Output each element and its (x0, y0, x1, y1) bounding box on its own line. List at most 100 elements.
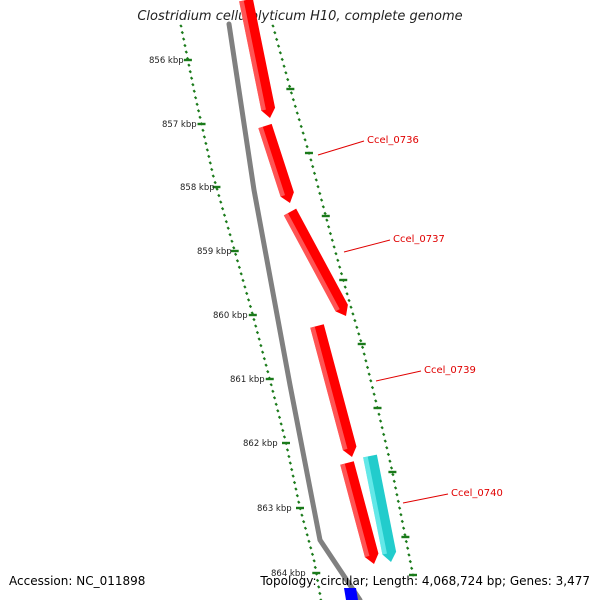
outer-tick (389, 466, 394, 470)
outer-tick (395, 492, 399, 497)
outer-tick (405, 546, 410, 550)
outer-tick (323, 211, 327, 216)
outer-tick (392, 479, 396, 483)
inner-tick (282, 435, 287, 439)
outer-tick (369, 379, 373, 383)
inner-tick (243, 285, 247, 289)
map-title: Clostridium cellulolyticum H10, complete… (137, 9, 463, 24)
inner-tick (237, 265, 241, 270)
inner-tick (179, 24, 183, 28)
inner-tick (295, 493, 299, 498)
inner-tick (319, 598, 323, 600)
outer-tick (351, 312, 355, 316)
tick-label: 864 kbp (271, 569, 306, 579)
gene-Ccel_0737-highlight (283, 213, 340, 312)
inner-tick (224, 219, 228, 224)
inner-tick (262, 356, 267, 361)
outer-tick (345, 292, 349, 296)
tick-label: 857 kbp (162, 120, 197, 130)
inner-tick (233, 252, 238, 256)
leader-line (375, 370, 422, 382)
inner-tick (318, 591, 322, 596)
inner-tick (285, 448, 290, 452)
backbone-line (226, 21, 363, 600)
tick-label: 862 kbp (243, 439, 278, 449)
outer-tick (336, 258, 340, 263)
inner-tick (254, 324, 258, 328)
inner-tick (208, 161, 212, 165)
outer-tick (404, 539, 408, 544)
gene-label-Ccel_0737: Ccel_0737 (393, 234, 445, 245)
outer-tick (278, 51, 283, 55)
gene-Ccel_0740 (340, 461, 379, 564)
inner-tick (187, 63, 191, 67)
inner-tick (276, 409, 280, 413)
outer-tick (365, 365, 370, 370)
inner-tick (204, 141, 208, 146)
inner-tick (215, 187, 219, 191)
gene-Ccel_0739 (310, 324, 357, 457)
outer-tick (401, 526, 406, 530)
gene-unnamed (239, 0, 276, 118)
outer-tick (370, 385, 375, 390)
tick-label: 861 kbp (230, 375, 265, 385)
tick-label: 863 kbp (257, 504, 292, 514)
outer-tick (311, 164, 315, 169)
outer-tick (291, 97, 296, 102)
outer-tick (293, 104, 297, 109)
inner-tick (217, 193, 221, 198)
inner-tick (222, 213, 227, 217)
inner-tick (274, 402, 278, 407)
outer-tick (374, 399, 378, 403)
gene-Ccel_0740-highlight (340, 463, 370, 558)
genome-stats-label: Topology: circular; Length: 4,068,724 bp… (260, 574, 590, 588)
outer-tick (408, 559, 412, 564)
inner-tick (260, 350, 265, 354)
gene-unnamed-highlight (239, 0, 266, 111)
gene-features[interactable] (239, 0, 397, 600)
inner-tick (205, 148, 210, 152)
inner-tick (219, 200, 223, 204)
outer-tick (273, 31, 277, 35)
outer-tick-marks (271, 24, 417, 577)
outer-tick (314, 178, 318, 182)
outer-tick (407, 553, 411, 557)
inner-tick (230, 239, 234, 243)
gene-Ccel_0736-highlight (258, 126, 286, 197)
inner-tick (312, 559, 316, 563)
genome-backbone (226, 21, 363, 600)
outer-tick (380, 426, 384, 430)
inner-tick (291, 474, 295, 478)
outer-tick (303, 138, 307, 142)
inner-tick (288, 461, 292, 465)
outer-tick (403, 533, 407, 537)
outer-tick (360, 345, 365, 350)
inner-tick (309, 546, 313, 550)
tick-labels: 856 kbp 857 kbp 858 kbp 859 kbp 860 kbp 861 k… (149, 56, 306, 579)
outer-tick (332, 245, 336, 249)
outer-tick (316, 184, 320, 189)
outer-tick (275, 37, 279, 42)
outer-tick (372, 392, 376, 396)
inner-tick (250, 311, 254, 315)
inner-tick (305, 533, 309, 537)
outer-tick (343, 285, 347, 289)
outer-tick (305, 144, 309, 149)
outer-tick (312, 171, 317, 175)
inner-tick (210, 167, 214, 172)
outer-tick (339, 272, 344, 276)
outer-tick (362, 352, 366, 356)
leader-line (343, 239, 391, 253)
inner-tick (294, 487, 298, 491)
inner-tick (303, 526, 308, 530)
inner-tick (202, 135, 207, 139)
inner-tick (292, 480, 297, 485)
gene-blue-partial (344, 588, 358, 600)
outer-tick (289, 91, 294, 95)
inner-tick (245, 291, 249, 296)
inner-tick (181, 37, 186, 41)
gene-Ccel_0736 (258, 123, 294, 203)
outer-tick (280, 57, 284, 62)
outer-tick (347, 298, 351, 303)
